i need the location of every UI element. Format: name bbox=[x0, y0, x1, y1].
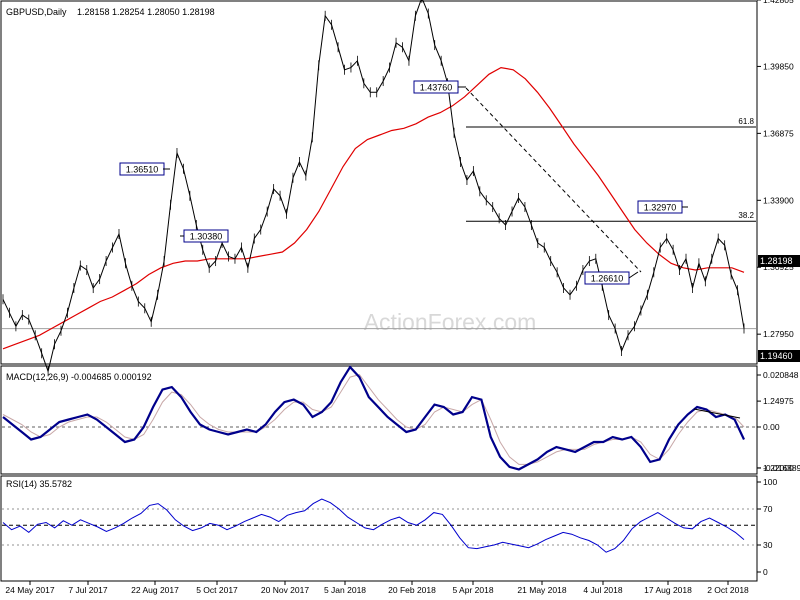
price-label-1-30380: 1.30380 bbox=[190, 232, 223, 242]
rsi-tick-label: 70 bbox=[763, 504, 773, 514]
date-tick-label: 20 Nov 2017 bbox=[261, 585, 309, 595]
macd-axis: 0.020848 0.00 -0.016389 bbox=[757, 370, 800, 473]
price-panel-frame bbox=[0, 0, 758, 365]
date-tick-label: 5 Apr 2018 bbox=[452, 585, 493, 595]
date-tick-label: 7 Jul 2017 bbox=[68, 585, 107, 595]
macd-tick-label: -0.016389 bbox=[763, 463, 800, 473]
price-tick-label: 1.24975 bbox=[763, 396, 794, 406]
price-label-1-36510: 1.36510 bbox=[126, 165, 159, 175]
macd-main-line bbox=[2, 365, 745, 471]
price-tick-label: 1.30925 bbox=[763, 262, 794, 272]
macd-tick-label: 0.020848 bbox=[763, 370, 799, 380]
date-tick-label: 5 Oct 2017 bbox=[196, 585, 238, 595]
rsi-panel-frame bbox=[0, 475, 758, 582]
date-tick-label: 24 May 2017 bbox=[5, 585, 54, 595]
price-tick-label: 1.36875 bbox=[763, 128, 794, 138]
moving-average-series bbox=[2, 66, 745, 350]
price-series bbox=[2, 0, 745, 377]
ohlc-values: 1.28158 1.28254 1.28050 1.28198 bbox=[77, 7, 215, 17]
price-label-leader bbox=[628, 271, 639, 279]
price-label-1-32970: 1.32970 bbox=[644, 203, 677, 213]
current-price-tag-bg bbox=[758, 255, 800, 267]
rsi-line bbox=[2, 498, 745, 553]
price-annotations: 1.36510 1.30380 1.43760 1.32970 1.26610 bbox=[119, 80, 688, 285]
rsi-title: RSI(14) 35.5782 bbox=[6, 479, 72, 489]
rsi-tick-label: 30 bbox=[763, 540, 773, 550]
moving-average-line bbox=[2, 66, 745, 350]
watermark: ActionForex.com bbox=[364, 309, 537, 335]
price-tick-label: 1.33900 bbox=[763, 195, 794, 205]
support-price-tag: 1.19460 bbox=[760, 351, 793, 361]
macd-series bbox=[2, 365, 745, 471]
current-price-tag: 1.28198 bbox=[760, 256, 793, 266]
price-line bbox=[2, 0, 745, 374]
price-tick-label: 1.42805 bbox=[763, 0, 794, 5]
date-axis: 24 May 2017 7 Jul 2017 22 Aug 2017 5 Oct 20… bbox=[5, 581, 749, 595]
rsi-series bbox=[2, 498, 745, 553]
price-tick-label: 1.39850 bbox=[763, 61, 794, 71]
rsi-reference-levels bbox=[2, 508, 756, 546]
rsi-axis: 100 70 30 0 bbox=[757, 477, 777, 577]
fib-label-61-8: 61.8 bbox=[738, 117, 754, 126]
support-price-tag-bg bbox=[758, 350, 800, 362]
trend-line bbox=[465, 87, 642, 273]
date-tick-label: 2 Oct 2018 bbox=[707, 585, 749, 595]
date-tick-label: 17 Aug 2018 bbox=[644, 585, 692, 595]
price-label-1-43760: 1.43760 bbox=[420, 83, 453, 93]
rsi-tick-label: 100 bbox=[763, 477, 777, 487]
fib-label-38-2: 38.2 bbox=[738, 211, 754, 220]
date-tick-label: 21 May 2018 bbox=[517, 585, 566, 595]
fib-levels: 61.8 38.2 bbox=[2, 117, 756, 526]
macd-title: MACD(12,26,9) -0.004685 0.000192 bbox=[6, 372, 152, 382]
rsi-tick-label: 0 bbox=[763, 567, 768, 577]
price-tick-label: 1.22000 bbox=[763, 463, 794, 473]
date-tick-label: 4 Jul 2018 bbox=[583, 585, 622, 595]
macd-tick-label: 0.00 bbox=[763, 422, 780, 432]
price-tick-label: 1.27950 bbox=[763, 329, 794, 339]
price-label-1-26610: 1.26610 bbox=[591, 274, 624, 284]
symbol-title: GBPUSD,Daily bbox=[6, 7, 67, 17]
date-tick-label: 5 Jan 2018 bbox=[324, 585, 366, 595]
date-tick-label: 22 Aug 2017 bbox=[131, 585, 179, 595]
date-tick-label: 20 Feb 2018 bbox=[388, 585, 436, 595]
macd-trend-line bbox=[693, 408, 741, 419]
macd-panel-frame bbox=[0, 365, 758, 475]
